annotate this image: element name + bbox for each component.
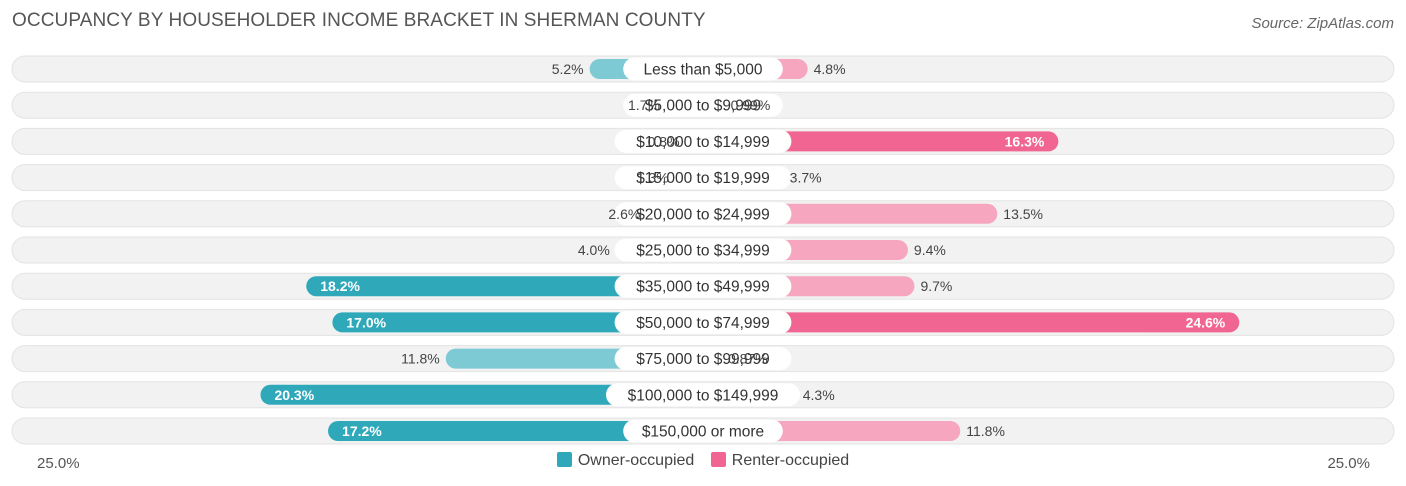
category-label: $150,000 or more xyxy=(642,424,764,441)
category-label: $75,000 to $99,999 xyxy=(636,351,770,368)
chart-title: OCCUPANCY BY HOUSEHOLDER INCOME BRACKET … xyxy=(12,10,706,31)
category-pill xyxy=(614,166,792,190)
category-pill xyxy=(614,310,792,334)
renter-value-label: 4.8% xyxy=(814,61,846,77)
renter-value-label: 16.3% xyxy=(1005,133,1045,149)
owner-value-label: 4.0% xyxy=(578,242,610,258)
category-pill xyxy=(606,383,800,407)
category-pill xyxy=(614,129,792,153)
owner-value-label: 1.7% xyxy=(628,97,660,113)
category-label: $20,000 to $24,999 xyxy=(636,206,770,223)
owner-value-label: 18.2% xyxy=(320,278,360,294)
category-pill xyxy=(623,419,783,443)
renter-value-label: 9.7% xyxy=(920,278,952,294)
category-pill xyxy=(623,93,783,117)
axis-right-label: 25.0% xyxy=(1327,455,1370,472)
renter-value-label: 4.3% xyxy=(803,387,835,403)
renter-value-label: 0.99% xyxy=(731,97,771,113)
category-pill xyxy=(614,202,792,226)
renter-value-label: 9.4% xyxy=(914,242,946,258)
owner-value-label: 17.0% xyxy=(346,314,386,330)
category-label: $100,000 to $149,999 xyxy=(628,387,779,404)
owner-value-label: 20.3% xyxy=(274,387,314,403)
category-label: $15,000 to $19,999 xyxy=(636,170,770,187)
legend-item-renter[interactable]: Renter-occupied xyxy=(710,452,850,470)
renter-value-label: 13.5% xyxy=(1003,206,1043,222)
owner-bar xyxy=(260,384,703,405)
legend-label-owner: Owner-occupied xyxy=(577,452,695,469)
renter-value-label: 11.8% xyxy=(966,423,1005,439)
owner-value-label: 5.2% xyxy=(552,61,584,77)
category-label: Less than $5,000 xyxy=(644,62,763,79)
renter-bar xyxy=(703,131,1059,152)
chart-source: Source: ZipAtlas.com xyxy=(1251,15,1394,32)
category-label: $10,000 to $14,999 xyxy=(636,134,770,151)
renter-value-label: 3.7% xyxy=(790,170,822,186)
category-label: $25,000 to $34,999 xyxy=(636,243,770,260)
renter-value-label: 24.6% xyxy=(1186,314,1226,330)
category-pill xyxy=(614,274,792,298)
legend-swatch-owner xyxy=(556,452,572,467)
legend-item-owner[interactable]: Owner-occupied xyxy=(556,452,695,470)
owner-value-label: 1.3% xyxy=(637,170,669,186)
axis-left-label: 25.0% xyxy=(37,455,80,472)
legend-swatch-renter xyxy=(710,452,726,467)
diverging-bar-chart: Less than $5,000 5.2% 4.8% $5,000 to $9,999… xyxy=(11,55,1395,445)
owner-bar xyxy=(306,276,703,297)
owner-value-label: 2.6% xyxy=(608,206,640,222)
owner-value-label: 11.8% xyxy=(401,351,440,367)
category-pill xyxy=(614,347,792,371)
category-label: $5,000 to $9,999 xyxy=(645,98,761,115)
owner-value-label: 17.2% xyxy=(342,423,382,439)
category-pill xyxy=(623,57,783,81)
renter-bar xyxy=(703,312,1240,333)
legend-label-renter: Renter-occupied xyxy=(731,452,850,469)
category-label: $35,000 to $49,999 xyxy=(636,279,770,296)
renter-value-label: 0.87% xyxy=(728,351,768,367)
owner-bar xyxy=(332,312,703,333)
owner-bar xyxy=(328,421,703,441)
owner-value-label: 0.8% xyxy=(648,133,680,149)
chart-legend: Owner-occupied Renter-occupied xyxy=(0,452,1406,470)
category-pill xyxy=(614,238,792,262)
category-label: $50,000 to $74,999 xyxy=(636,315,770,332)
